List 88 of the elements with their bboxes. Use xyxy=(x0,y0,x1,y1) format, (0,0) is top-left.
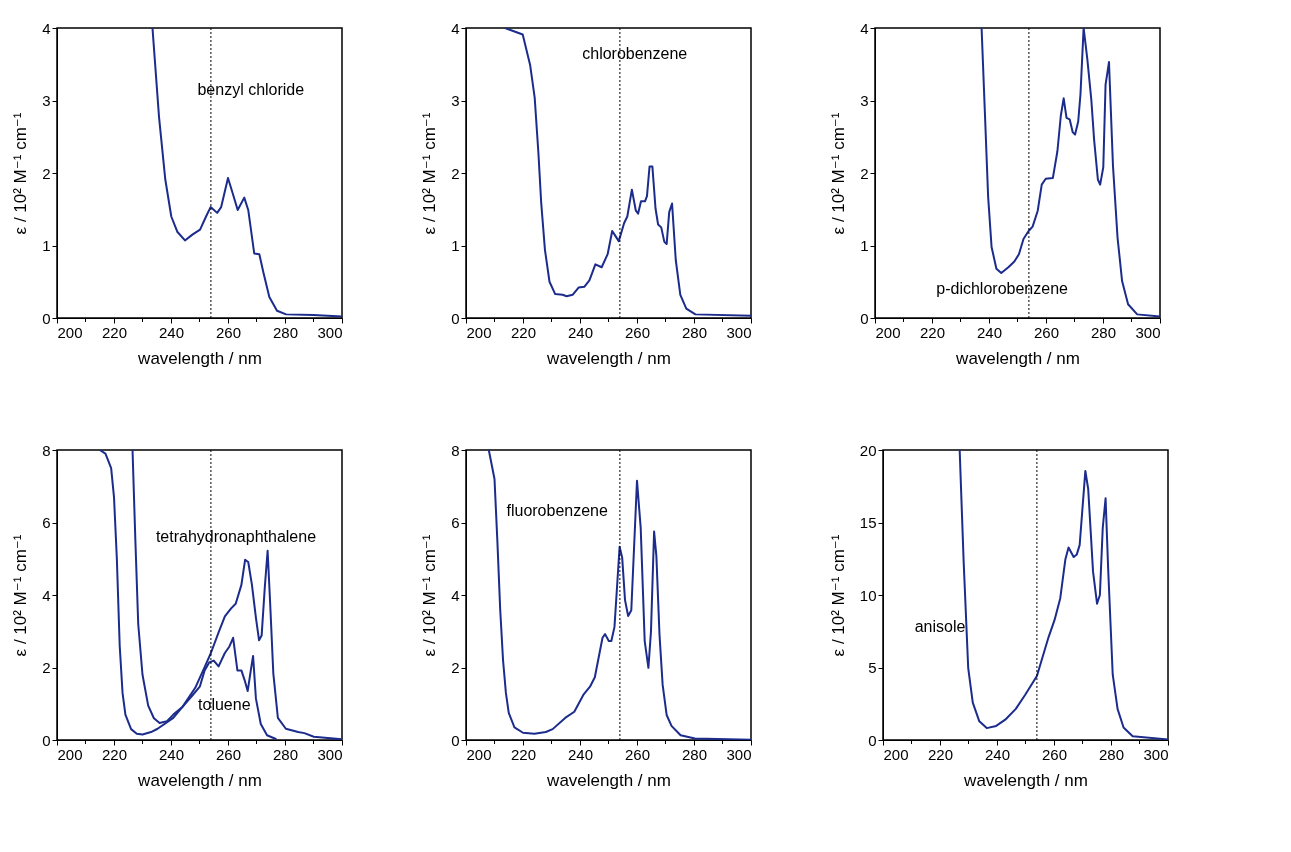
x-tick-label: 280 xyxy=(1090,323,1117,341)
x-axis-title: wavelength / nm xyxy=(955,348,1080,368)
y-tick-label: 0 xyxy=(42,731,51,749)
x-tick-label: 240 xyxy=(567,323,594,341)
x-tick-label: 240 xyxy=(984,745,1011,763)
y-tick-label: 6 xyxy=(42,514,51,531)
y-tick-label: 5 xyxy=(868,659,877,676)
x-tick-label: 300 xyxy=(726,323,752,341)
x-tick-label: 220 xyxy=(101,745,128,763)
y-tick-label: 4 xyxy=(860,19,869,37)
x-tick-label: 280 xyxy=(681,323,708,341)
y-tick-label: 2 xyxy=(42,164,51,182)
y-tick-label: 0 xyxy=(451,731,460,749)
y-tick-label: 2 xyxy=(451,164,460,182)
x-tick-label: 300 xyxy=(726,745,752,763)
y-tick-label: 4 xyxy=(42,586,51,604)
x-axis-title: wavelength / nm xyxy=(546,348,671,368)
x-tick-label: 220 xyxy=(927,745,954,763)
y-axis-title: ε / 10² M⁻¹ cm⁻¹ xyxy=(420,112,440,235)
x-tick-label: 260 xyxy=(215,745,242,763)
x-axis-title: wavelength / nm xyxy=(137,348,262,368)
y-tick-label: 8 xyxy=(451,441,460,459)
line-series xyxy=(504,28,751,317)
x-tick-label: 240 xyxy=(976,323,1003,341)
x-axis-title: wavelength / nm xyxy=(546,770,671,790)
x-tick-label: 220 xyxy=(919,323,946,341)
y-axis-title: ε / 10² M⁻¹ cm⁻¹ xyxy=(11,112,31,235)
x-tick-label: 280 xyxy=(272,323,299,341)
y-tick-label: 3 xyxy=(42,92,51,109)
y-tick-label: 1 xyxy=(451,237,460,254)
y-tick-label: 10 xyxy=(859,586,877,604)
annotation: anisole xyxy=(914,617,966,635)
annotation: toluene xyxy=(198,696,251,714)
x-tick-label: 200 xyxy=(875,323,901,341)
x-tick-label: 220 xyxy=(510,323,537,341)
y-tick-label: 4 xyxy=(451,19,460,37)
y-tick-label: 0 xyxy=(451,309,460,327)
x-tick-label: 260 xyxy=(215,323,242,341)
y-tick-label: 6 xyxy=(451,514,460,531)
x-tick-label: 260 xyxy=(1033,323,1060,341)
x-tick-label: 200 xyxy=(57,745,83,763)
x-tick-label: 280 xyxy=(272,745,299,763)
y-axis-title: ε / 10² M⁻¹ cm⁻¹ xyxy=(420,534,440,657)
x-tick-label: 260 xyxy=(1041,745,1068,763)
x-tick-label: 300 xyxy=(317,323,343,341)
annotation: benzyl chloride xyxy=(197,81,305,99)
y-tick-label: 8 xyxy=(42,441,51,459)
x-axis-title: wavelength / nm xyxy=(963,770,1088,790)
y-tick-label: 0 xyxy=(42,309,51,327)
x-tick-label: 240 xyxy=(158,323,185,341)
x-tick-label: 240 xyxy=(567,745,594,763)
y-axis-title: ε / 10² M⁻¹ cm⁻¹ xyxy=(828,534,848,657)
x-tick-label: 200 xyxy=(57,323,83,341)
y-tick-label: 1 xyxy=(42,237,51,254)
x-tick-label: 200 xyxy=(466,745,492,763)
y-axis-title: ε / 10² M⁻¹ cm⁻¹ xyxy=(11,534,31,657)
x-tick-label: 220 xyxy=(510,745,537,763)
x-tick-label: 200 xyxy=(883,745,909,763)
y-tick-label: 2 xyxy=(42,659,51,676)
y-tick-label: 0 xyxy=(868,731,877,749)
annotation: chlorobenzene xyxy=(582,45,688,63)
annotation: fluorobenzene xyxy=(506,501,608,519)
x-tick-label: 200 xyxy=(466,323,492,341)
x-tick-label: 220 xyxy=(101,323,128,341)
line-series xyxy=(151,28,342,318)
y-tick-label: 0 xyxy=(860,309,869,327)
x-tick-label: 260 xyxy=(624,745,651,763)
x-tick-label: 300 xyxy=(317,745,343,763)
line-series xyxy=(487,450,751,740)
y-tick-label: 15 xyxy=(859,514,877,531)
annotation: tetrahydronaphthalene xyxy=(155,528,317,545)
y-tick-label: 2 xyxy=(451,659,460,676)
y-axis-title: ε / 10² M⁻¹ cm⁻¹ xyxy=(829,112,849,235)
y-tick-label: 2 xyxy=(860,164,869,182)
x-tick-label: 240 xyxy=(158,745,185,763)
x-tick-label: 280 xyxy=(681,745,708,763)
x-tick-label: 280 xyxy=(1098,745,1125,763)
y-tick-label: 4 xyxy=(42,19,51,37)
y-tick-label: 4 xyxy=(451,586,460,604)
x-tick-label: 300 xyxy=(1143,745,1169,763)
y-tick-label: 3 xyxy=(860,92,869,109)
y-tick-label: 1 xyxy=(860,237,869,254)
annotation: p-dichlorobenzene xyxy=(936,280,1069,297)
y-tick-label: 20 xyxy=(859,441,877,459)
y-tick-label: 3 xyxy=(451,92,460,109)
x-axis-title: wavelength / nm xyxy=(137,770,262,790)
x-tick-label: 260 xyxy=(624,323,651,341)
x-tick-label: 300 xyxy=(1135,323,1161,341)
